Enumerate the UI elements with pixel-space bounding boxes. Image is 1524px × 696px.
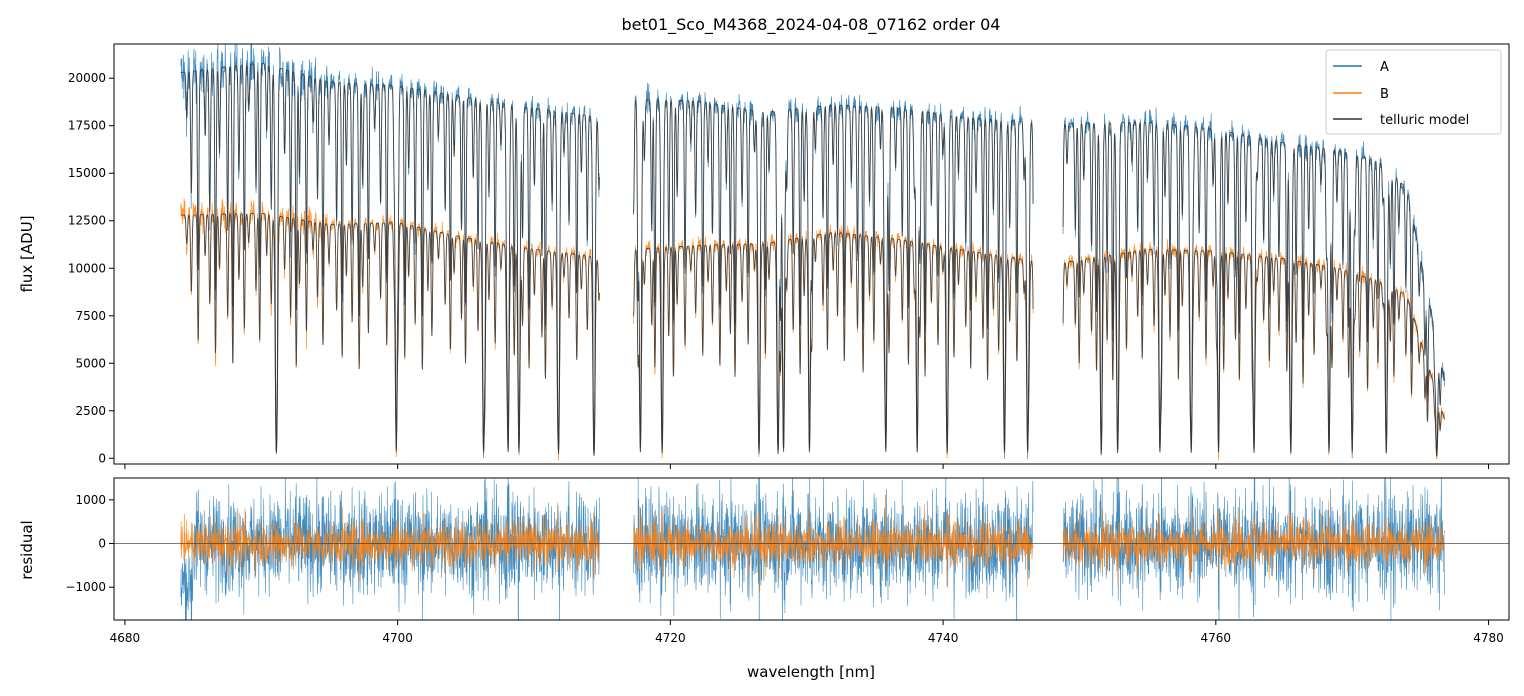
residual-plot-area (114, 478, 1509, 620)
flux-panel-frame (113, 43, 1510, 465)
residual-b-line (180, 494, 1445, 592)
flux-y-tick-label: 20000 (68, 71, 106, 85)
flux-y-axis-label: flux [ADU] (18, 215, 36, 292)
x-tick-label: 4780 (1473, 631, 1504, 645)
flux-y-ticks: 0 2500 5000 7500 10000 12500 15000 17500 20000 (68, 71, 114, 465)
flux-y-tick-label: 0 (98, 451, 106, 465)
legend-label-b: B (1380, 87, 1389, 102)
x-axis-label: wavelength [nm] (747, 663, 875, 681)
residual-x-ticks: 4680 4700 4720 4740 4760 4780 (110, 620, 1504, 645)
flux-y-tick-label: 5000 (75, 356, 106, 370)
flux-x-ticks (124, 464, 1490, 469)
residual-panel-frame (113, 477, 1510, 621)
x-tick-label: 4700 (382, 631, 413, 645)
x-tick-label: 4760 (1201, 631, 1232, 645)
legend: A B telluric model (1325, 49, 1502, 135)
flux-y-tick-label: 12500 (68, 214, 106, 228)
residual-y-tick-label: −1000 (65, 580, 106, 594)
telluric-model-b-line (180, 212, 1446, 457)
legend-label-telluric: telluric model (1380, 113, 1469, 128)
legend-box (1325, 49, 1502, 135)
chart-title: bet01_Sco_M4368_2024-04-08_07162 order 0… (622, 15, 1001, 35)
legend-label-a: A (1380, 60, 1389, 75)
flux-plot-area (180, 44, 1446, 461)
x-tick-label: 4720 (655, 631, 686, 645)
residual-y-axis-label: residual (18, 520, 36, 579)
flux-y-tick-label: 15000 (68, 166, 106, 180)
flux-y-tick-label: 17500 (68, 119, 106, 133)
flux-y-tick-label: 10000 (68, 261, 106, 275)
x-tick-label: 4740 (928, 631, 959, 645)
flux-y-tick-label: 7500 (75, 309, 106, 323)
flux-panel: 0 2500 5000 7500 10000 12500 15000 17500 20000 f… (18, 43, 1510, 469)
x-tick-label: 4680 (110, 631, 141, 645)
residual-y-tick-label: 1000 (75, 493, 106, 507)
residual-y-ticks: −1000 0 1000 (65, 493, 114, 594)
residual-y-tick-label: 0 (98, 537, 106, 551)
residual-panel: −1000 0 1000 4680 4700 4720 4740 4760 4780 resi… (18, 477, 1510, 681)
flux-y-tick-label: 2500 (75, 404, 106, 418)
